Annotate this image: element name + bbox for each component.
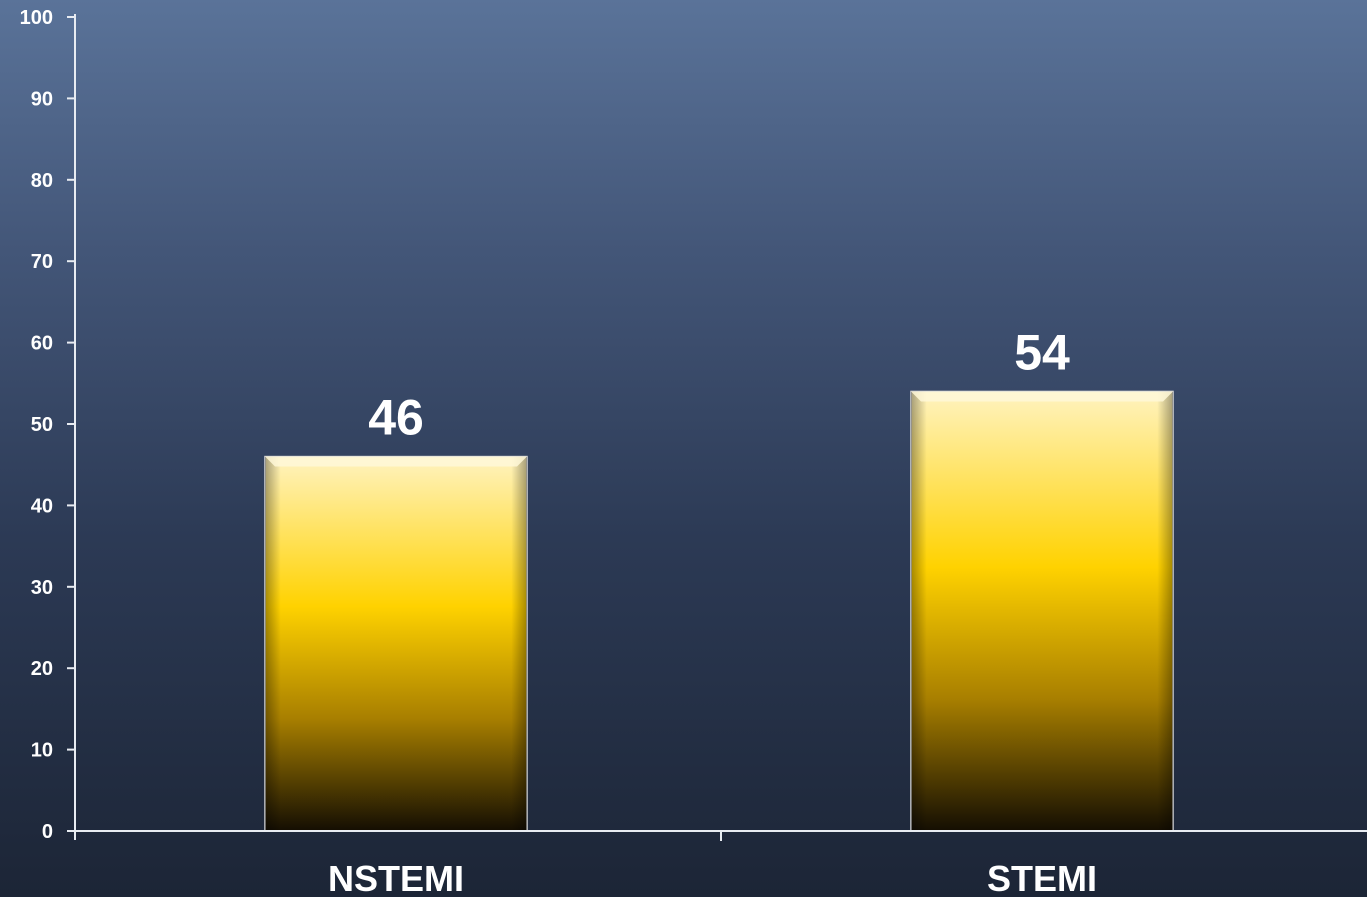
bars-group: [264, 390, 1174, 832]
labels-group: 46 NSTEMI 54 STEMI: [328, 324, 1097, 897]
y-tick-label: 70: [31, 251, 53, 273]
data-label-stemi: 54: [1014, 324, 1070, 380]
y-tick-label: 30: [31, 577, 53, 599]
y-tick-label: 40: [31, 495, 53, 517]
bar-nstemi-shade: [265, 456, 527, 831]
y-tick-label: 10: [31, 740, 53, 762]
data-label-nstemi: 46: [368, 390, 424, 446]
bar-nstemi: [264, 455, 528, 832]
bar-stemi-shade: [911, 391, 1173, 831]
bar-stemi: [910, 390, 1174, 832]
axes-group: 0 10 20 30 40 50 60 70 80 90 100: [20, 7, 1367, 843]
y-tick-label: 90: [31, 88, 53, 110]
y-tick-label: 0: [42, 821, 53, 843]
bar-stemi-bevel: [911, 391, 1173, 402]
x-category-label-nstemi: NSTEMI: [328, 858, 464, 897]
y-tick-label: 20: [31, 658, 53, 680]
y-tick-label: 60: [31, 333, 53, 355]
y-tick-label: 80: [31, 170, 53, 192]
y-tick-label: 100: [20, 7, 53, 29]
x-category-label-stemi: STEMI: [987, 858, 1097, 897]
y-tick-label: 50: [31, 414, 53, 436]
bar-nstemi-bevel: [265, 456, 527, 467]
